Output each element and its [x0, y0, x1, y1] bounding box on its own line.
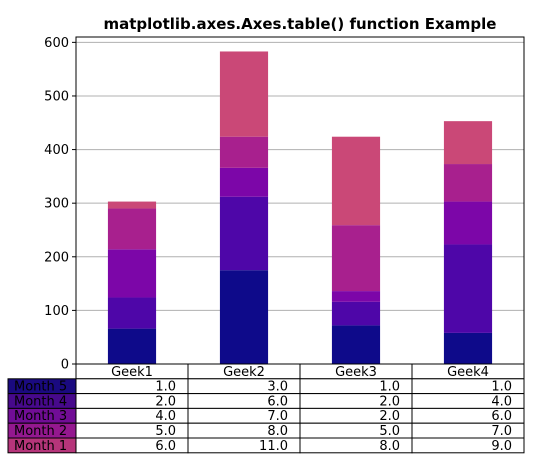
table-cell-value: 5.0	[379, 424, 400, 439]
data-table: Geek1 Geek2 Geek3 Geek4 Month 5 1.0 3.0 1.0 1.0 M…	[7, 363, 525, 454]
table-row-label: Month 2	[14, 424, 67, 439]
bar-segment	[331, 225, 381, 292]
table-cell-value: 5.0	[155, 424, 176, 439]
bar-segment	[107, 201, 157, 209]
bar-segment	[331, 136, 381, 226]
bar-segment	[331, 325, 381, 364]
table-cell-value: 4.0	[491, 394, 512, 409]
y-tick-label: 300	[44, 197, 69, 212]
table-cell-value: 6.0	[491, 409, 512, 424]
table-row-label: Month 1	[14, 439, 67, 454]
table-cell-value: 8.0	[379, 439, 400, 454]
table-cell-value: 1.0	[379, 380, 400, 395]
table-cell-value: 3.0	[267, 380, 288, 395]
stacked-bars	[107, 51, 493, 364]
table-column-header: Geek3	[335, 365, 377, 380]
table-row-label: Month 4	[14, 394, 67, 409]
bar-segment	[107, 297, 157, 329]
table-cell-value: 7.0	[491, 424, 512, 439]
table-row-label: Month 3	[14, 409, 67, 424]
y-tick-label: 0	[61, 358, 69, 373]
table-cell-value: 9.0	[491, 439, 512, 454]
table-cell-value: 8.0	[267, 424, 288, 439]
y-tick-label: 100	[44, 304, 69, 319]
bar-segment	[443, 121, 493, 165]
y-tick-label: 500	[44, 89, 69, 104]
table-cell	[411, 437, 525, 454]
table-column-header: Geek4	[447, 365, 489, 380]
table-cell-value: 2.0	[379, 394, 400, 409]
bar-segment	[443, 244, 493, 333]
bar-segment	[331, 291, 381, 302]
y-tick-label: 200	[44, 250, 69, 265]
table-cell-value: 7.0	[267, 409, 288, 424]
table-cell-value: 1.0	[491, 380, 512, 395]
y-tick-label: 400	[44, 143, 69, 158]
table-cell-value: 4.0	[155, 409, 176, 424]
bar-segment	[219, 196, 269, 271]
bar-segment	[107, 249, 157, 298]
bar-segment	[107, 328, 157, 364]
bar-segment	[331, 301, 381, 326]
table-cell-value: 2.0	[155, 394, 176, 409]
table-cell-value: 2.0	[379, 409, 400, 424]
bar-segment	[443, 201, 493, 245]
table-cell-value: 1.0	[155, 380, 176, 395]
y-axis: 0 100 200 300 400 500 600	[44, 36, 76, 373]
bar-segment	[107, 208, 157, 250]
table-column-header: Geek2	[223, 365, 265, 380]
table-column-header: Geek1	[111, 365, 153, 380]
bar-segment	[443, 164, 493, 202]
bar-segment	[219, 270, 269, 364]
table-row-label: Month 5	[14, 380, 67, 395]
chart-title: matplotlib.axes.Axes.table() function Ex…	[104, 15, 497, 33]
bar-segment	[219, 136, 269, 168]
table-cell-value: 6.0	[267, 394, 288, 409]
bar-segment	[219, 167, 269, 197]
bar-segment	[219, 51, 269, 137]
table-cell-value: 6.0	[155, 439, 176, 454]
y-tick-label: 600	[44, 36, 69, 51]
table-cell-value: 11.0	[259, 439, 288, 454]
bar-segment	[443, 332, 493, 364]
